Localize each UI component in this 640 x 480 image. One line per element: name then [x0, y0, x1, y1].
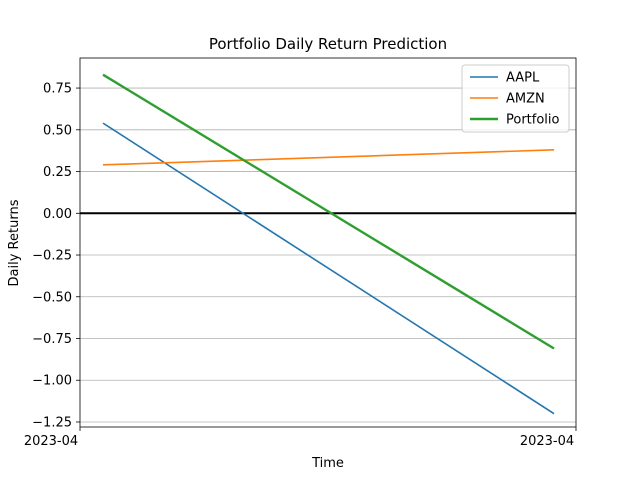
y-tick-label: 0.00	[43, 207, 72, 222]
series-line-portfolio	[102, 73, 555, 350]
series-line-amzn	[102, 149, 555, 166]
chart-title: Portfolio Daily Return Prediction	[209, 35, 447, 53]
legend-label-amzn: AMZN	[506, 92, 545, 107]
series-lines	[102, 73, 555, 415]
series-line-aapl	[102, 122, 555, 415]
x-axis-ticks: 2023-04 2023-04	[24, 427, 577, 449]
plot-frame	[79, 57, 577, 428]
y-tick-label: −1.25	[32, 415, 72, 430]
legend-label-portfolio: Portfolio	[506, 113, 560, 128]
y-tick-label: −1.00	[32, 374, 72, 389]
x-tick-label: 2023-04	[24, 434, 78, 449]
y-axis-ticks: 0.75 0.50 0.25 0.00 −0.25 −0.50 −0.75 −1.00 −1.2…	[32, 82, 80, 430]
y-tick-label: −0.25	[32, 249, 72, 264]
axes-frame	[79, 57, 577, 428]
legend-label-aapl: AAPL	[506, 71, 540, 86]
x-tick-label: 2023-04	[520, 434, 574, 449]
y-tick-label: 0.25	[43, 165, 72, 180]
y-tick-label: 0.75	[43, 82, 72, 97]
y-tick-label: 0.50	[43, 123, 72, 138]
y-tick-label: −0.75	[32, 332, 72, 347]
y-axis-title: Daily Returns	[7, 199, 22, 286]
x-axis-title: Time	[311, 456, 344, 471]
legend-box	[461, 64, 570, 133]
y-tick-label: −0.50	[32, 290, 72, 305]
legend: AAPL AMZN Portfolio	[461, 64, 570, 133]
